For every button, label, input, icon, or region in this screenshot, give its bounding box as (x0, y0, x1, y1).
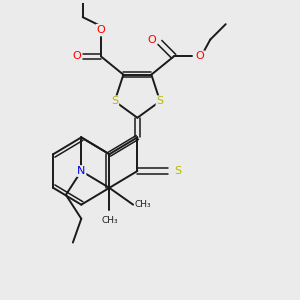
Text: CH₃: CH₃ (101, 216, 118, 225)
Text: S: S (175, 166, 182, 176)
Text: O: O (97, 25, 105, 35)
Text: S: S (157, 96, 164, 106)
Text: CH₃: CH₃ (135, 200, 151, 209)
Text: S: S (111, 96, 118, 106)
Text: N: N (77, 166, 86, 176)
Text: O: O (196, 51, 204, 62)
Text: O: O (148, 34, 156, 45)
Text: O: O (72, 51, 81, 62)
